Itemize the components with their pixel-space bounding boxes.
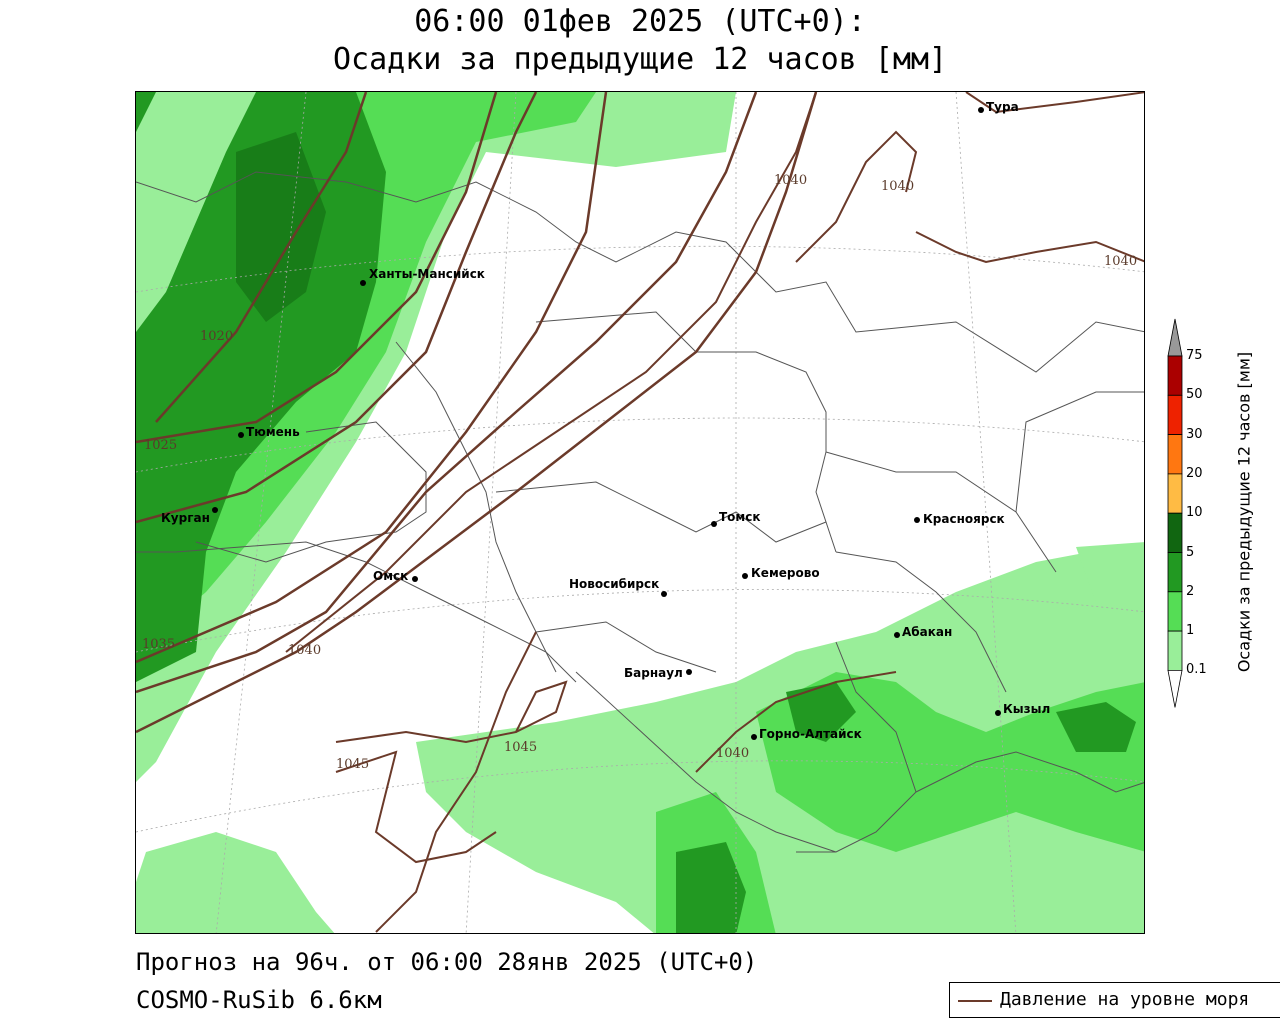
map-title: 06:00 01фев 2025 (UTC+0): [414, 4, 866, 39]
legend: Давление на уровне моря [949, 982, 1280, 1018]
city-label-tomsk: Томск [719, 510, 761, 524]
colorbar-extend-high [1167, 318, 1183, 357]
isobar-label: 1020 [200, 329, 233, 344]
city-marker [686, 669, 692, 675]
colorbar-tick-label: 50 [1186, 387, 1203, 403]
graticule [136, 92, 1144, 933]
city-marker [914, 517, 920, 523]
city-marker [978, 107, 984, 113]
precip-south [136, 542, 1144, 933]
colorbar-title: Осадки за предыдущие 12 часов [мм] [1234, 351, 1254, 673]
city-label-krasnoyarsk: Красноярск [923, 512, 1005, 526]
isobar-label: 1040 [288, 643, 321, 658]
city-label-khanty-mansiysk: Ханты-Мансийск [369, 267, 485, 281]
colorbar-swatch [1167, 473, 1183, 514]
city-label-tura: Тура [986, 100, 1019, 114]
isobar-label: 1040 [1104, 254, 1137, 269]
city-marker [238, 432, 244, 438]
forecast-info: Прогноз на 96ч. от 06:00 28янв 2025 (UTC… [136, 948, 758, 976]
colorbar-tick-label: 2 [1186, 583, 1195, 599]
precipitation-map: 1040 1040 1040 1020 1025 1035 1040 1045 … [135, 91, 1145, 934]
colorbar-tick-label: 10 [1186, 505, 1203, 521]
city-label-novosibirsk: Новосибирск [569, 577, 659, 591]
colorbar-tick-label: 1 [1186, 623, 1195, 639]
colorbar-swatch [1167, 434, 1183, 475]
city-label-kyzyl: Кызыл [1003, 702, 1050, 716]
isobar-labels: 1040 1040 1040 1020 1025 1035 1040 1045 … [142, 173, 1137, 772]
colorbar-tick-label: 0.1 [1186, 662, 1207, 678]
colorbar [1160, 315, 1230, 715]
city-label-kemerovo: Кемерово [751, 566, 820, 580]
colorbar-tick-label: 5 [1186, 544, 1195, 560]
colorbar-swatch [1167, 630, 1183, 671]
legend-line-swatch [958, 1000, 992, 1002]
city-marker [212, 507, 218, 513]
model-info: COSMO-RuSib 6.6км [136, 986, 382, 1014]
city-marker [894, 632, 900, 638]
city-marker [412, 576, 418, 582]
isobar-label: 1045 [504, 740, 537, 755]
city-label-tyumen: Тюмень [246, 425, 300, 439]
isobar-label: 1040 [716, 746, 749, 761]
city-marker [742, 573, 748, 579]
isobar-label: 1040 [774, 173, 807, 188]
map-subtitle: Осадки за предыдущие 12 часов [мм] [332, 42, 948, 77]
city-marker [751, 734, 757, 740]
isobar-label: 1045 [336, 757, 369, 772]
colorbar-swatch [1167, 512, 1183, 553]
colorbar-tick-label: 20 [1186, 465, 1203, 481]
city-label-abakan: Абакан [902, 625, 952, 639]
isobar-label: 1035 [142, 637, 175, 652]
legend-label: Давление на уровне моря [1000, 989, 1250, 1010]
colorbar-swatch [1167, 355, 1183, 396]
colorbar-swatch [1167, 591, 1183, 632]
colorbar-extend-low [1167, 670, 1183, 708]
city-label-omsk: Омск [373, 569, 408, 583]
isobars [136, 92, 1144, 933]
cities: Тура Ханты-Мансийск Тюмень Курган Омск Т… [161, 100, 1050, 741]
city-marker [360, 280, 366, 286]
colorbar-swatch [1167, 552, 1183, 593]
colorbar-swatches [1167, 318, 1183, 708]
city-marker [995, 710, 1001, 716]
precip-west [136, 92, 736, 782]
city-label-barnaul: Барнаул [624, 666, 683, 680]
city-label-gorno-altaysk: Горно-Алтайск [759, 727, 862, 741]
colorbar-tick-label: 75 [1186, 348, 1203, 363]
colorbar-swatch [1167, 394, 1183, 436]
city-marker [711, 521, 717, 527]
isobar-label: 1025 [144, 438, 177, 453]
colorbar-tick-label: 30 [1186, 426, 1203, 442]
city-label-kurgan: Курган [161, 511, 210, 525]
admin-borders [136, 171, 1144, 853]
map-canvas: 1040 1040 1040 1020 1025 1035 1040 1045 … [136, 92, 1144, 933]
isobar-label: 1040 [881, 179, 914, 194]
city-marker [661, 591, 667, 597]
